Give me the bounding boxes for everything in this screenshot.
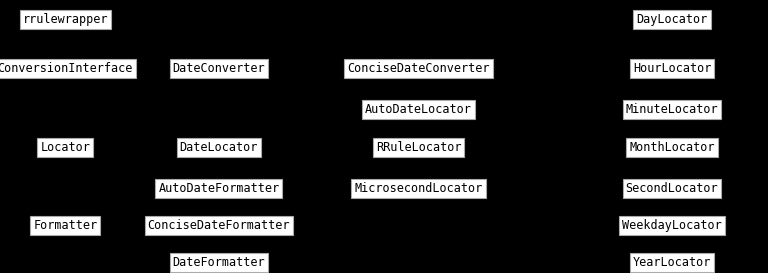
Text: SecondLocator: SecondLocator	[626, 182, 718, 195]
Text: DateLocator: DateLocator	[180, 141, 258, 154]
Text: DayLocator: DayLocator	[637, 13, 707, 26]
Text: MicrosecondLocator: MicrosecondLocator	[355, 182, 482, 195]
Text: Formatter: Formatter	[33, 219, 98, 232]
Text: ConciseDateFormatter: ConciseDateFormatter	[147, 219, 290, 232]
Text: DateConverter: DateConverter	[173, 62, 265, 75]
Text: YearLocator: YearLocator	[633, 256, 711, 269]
Text: ConciseDateConverter: ConciseDateConverter	[347, 62, 490, 75]
Text: rrulewrapper: rrulewrapper	[22, 13, 108, 26]
Text: MinuteLocator: MinuteLocator	[626, 103, 718, 116]
Text: Locator: Locator	[41, 141, 90, 154]
Text: AutoDateLocator: AutoDateLocator	[365, 103, 472, 116]
Text: AutoDateFormatter: AutoDateFormatter	[158, 182, 280, 195]
Text: RRuleLocator: RRuleLocator	[376, 141, 462, 154]
Text: HourLocator: HourLocator	[633, 62, 711, 75]
Text: MonthLocator: MonthLocator	[629, 141, 715, 154]
Text: WeekdayLocator: WeekdayLocator	[622, 219, 722, 232]
Text: DateFormatter: DateFormatter	[173, 256, 265, 269]
Text: ConversionInterface: ConversionInterface	[0, 62, 133, 75]
